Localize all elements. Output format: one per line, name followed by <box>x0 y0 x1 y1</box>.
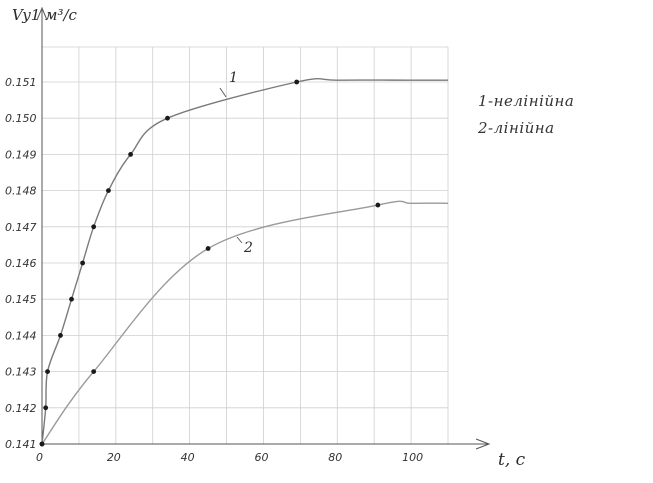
y-tick-label: 0.146 <box>5 257 37 270</box>
legend-item-1: 1-нелінійна <box>478 92 575 110</box>
data-point <box>43 405 49 411</box>
y-axis-label: Vy1 м³/с <box>12 6 78 24</box>
series-label-1: 1 <box>229 70 238 86</box>
y-tick-label: 0.145 <box>5 293 37 306</box>
x-axis-label: t, с <box>498 450 526 470</box>
data-point <box>69 296 74 302</box>
y-tick-label: 0.143 <box>5 366 37 379</box>
series-layer <box>41 78 449 445</box>
y-tick-label: 0.149 <box>5 148 37 161</box>
data-point <box>205 246 211 251</box>
data-point <box>128 152 133 157</box>
y-tick-label: 0.150 <box>5 112 37 125</box>
data-point <box>294 79 300 85</box>
series-line-1 <box>41 78 448 445</box>
data-point <box>45 369 50 374</box>
y-tick-label: 0.141 <box>5 438 37 451</box>
series-label-2: 2 <box>243 240 253 256</box>
legend-item-2: 2-лінійна <box>478 119 555 137</box>
data-point <box>375 202 381 208</box>
data-point <box>91 369 97 374</box>
x-tick-label: 100 <box>402 451 423 464</box>
x-axis-arrow <box>475 438 491 450</box>
data-point <box>165 115 170 121</box>
data-point <box>39 441 45 447</box>
y-tick-label: 0.151 <box>5 76 37 89</box>
x-tick-label: 60 <box>254 451 268 464</box>
grid <box>42 46 449 444</box>
data-point <box>80 260 85 266</box>
data-point <box>106 188 111 194</box>
series-label-leader <box>236 236 243 244</box>
x-tick-label: 40 <box>181 451 195 464</box>
axes: 0.141 0.142 0.143 0.144 0.145 0.146 0.147 0.148… <box>5 6 491 464</box>
y-tick-label: 0.142 <box>5 402 37 415</box>
y-tick-label: 0.148 <box>5 185 37 198</box>
series-label-leader <box>219 87 227 98</box>
data-point <box>58 333 63 338</box>
y-tick-label: 0.147 <box>5 221 37 234</box>
y-axis-arrow <box>36 6 48 21</box>
x-tick-label: 20 <box>107 451 121 464</box>
series-line-2 <box>41 200 449 445</box>
x-tick-label: 0 <box>36 451 43 464</box>
x-tick-label: 80 <box>328 451 342 464</box>
data-point <box>91 224 97 230</box>
y-tick-label: 0.144 <box>5 329 37 342</box>
marks-layer: 12 <box>39 70 381 447</box>
